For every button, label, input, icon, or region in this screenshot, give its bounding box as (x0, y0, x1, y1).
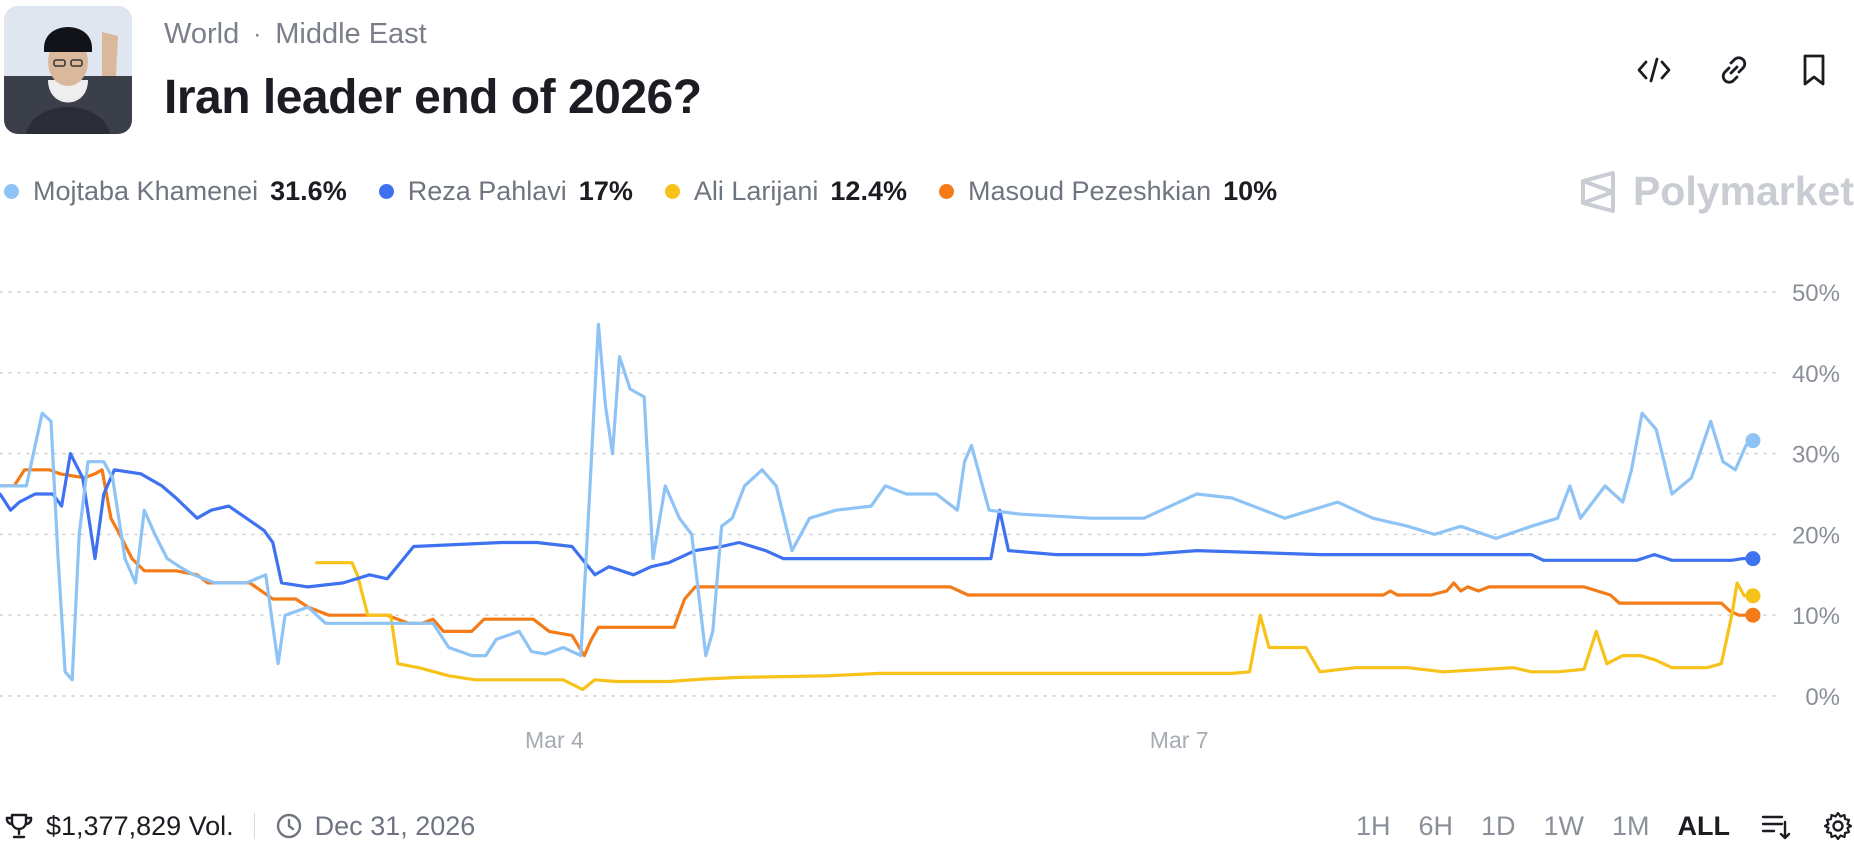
y-axis-labels: 0% 10% 20% 30% 40% 50% (1792, 280, 1840, 711)
legend-value: 31.6% (270, 176, 347, 206)
clock-icon (276, 813, 301, 839)
link-icon (1721, 56, 1747, 84)
brand-name: Polymarket (1632, 168, 1854, 214)
chart-settings-button[interactable] (1822, 810, 1854, 842)
breadcrumb-separator: · (253, 20, 262, 48)
bookmark-button[interactable] (1792, 48, 1836, 92)
chart-endpoints (1745, 433, 1761, 623)
series-line-reza-pahlavi (0, 452, 1755, 589)
legend-item-reza-pahlavi[interactable]: Reza Pahlavi 17% (378, 176, 633, 207)
volume-text: $1,377,829 Vol. (46, 810, 234, 841)
series-endpoint-masoud-pezeshkian (1745, 607, 1761, 623)
legend-item-mojtaba-khamenei[interactable]: Mojtaba Khamenei 31.6% (4, 176, 347, 207)
polymarket-logo-icon (1580, 170, 1615, 213)
y-tick-label: 50% (1792, 280, 1840, 307)
price-chart[interactable]: 0% 10% 20% 30% 40% 50% Mar 4 Mar 7 (0, 240, 1854, 770)
y-tick-label: 0% (1805, 684, 1840, 711)
legend-item-masoud-pezeshkian[interactable]: Masoud Pezeshkian 10% (938, 176, 1278, 207)
timeframe-1h-button[interactable]: 1H (1355, 810, 1391, 841)
series-line-mojtaba-khamenei (0, 322, 1755, 682)
breadcrumb-world[interactable]: World (164, 18, 240, 50)
legend-dot (938, 184, 954, 199)
timeframe-selector: 1H 6H 1D 1W 1M ALL (1328, 806, 1854, 846)
timeframe-1m-button[interactable]: 1M (1612, 810, 1650, 841)
series-endpoint-mojtaba-khamenei (1745, 433, 1761, 449)
y-tick-label: 20% (1792, 522, 1840, 549)
chart-filter-button[interactable] (1760, 810, 1792, 842)
x-axis-labels: Mar 4 Mar 7 (525, 727, 1209, 753)
y-tick-label: 10% (1792, 603, 1840, 630)
series-endpoint-ali-larijani (1745, 588, 1761, 604)
legend-value: 12.4% (830, 176, 907, 206)
chart-legend: Mojtaba Khamenei 31.6% Reza Pahlavi 17% … (4, 176, 1309, 207)
series-line-ali-larijani (315, 561, 1755, 692)
breadcrumb: World · Middle East (164, 18, 427, 51)
y-tick-label: 30% (1792, 442, 1840, 469)
legend-dot (664, 184, 680, 199)
legend-name: Mojtaba Khamenei (33, 176, 259, 206)
embed-code-icon (1637, 57, 1671, 83)
breadcrumb-middle-east[interactable]: Middle East (275, 18, 427, 50)
end-date: Dec 31, 2026 (314, 810, 476, 841)
legend-value: 17% (578, 176, 633, 206)
copy-link-button[interactable] (1712, 48, 1756, 92)
gear-icon (1823, 811, 1853, 841)
legend-item-ali-larijani[interactable]: Ali Larijani 12.4% (664, 176, 907, 207)
timeframe-1w-button[interactable]: 1W (1543, 810, 1585, 841)
embed-code-button[interactable] (1632, 48, 1676, 92)
portrait-image (4, 6, 132, 134)
x-tick-label: Mar 7 (1150, 727, 1209, 753)
footer-divider (253, 813, 255, 839)
legend-name: Ali Larijani (693, 176, 819, 206)
legend-dot (4, 184, 19, 199)
y-tick-label: 40% (1792, 361, 1840, 388)
x-tick-label: Mar 4 (525, 727, 584, 753)
bookmark-icon (1803, 54, 1825, 86)
chart-grid (0, 291, 1781, 697)
timeframe-6h-button[interactable]: 6H (1418, 810, 1453, 841)
market-footer: $1,377,829 Vol. Dec 31, 2026 (4, 806, 475, 846)
legend-dot (378, 184, 394, 199)
trophy-icon (5, 813, 33, 839)
timeframe-1d-button[interactable]: 1D (1480, 810, 1516, 841)
legend-value: 10% (1223, 176, 1278, 206)
timeframe-all-button[interactable]: ALL (1677, 810, 1730, 841)
market-image (4, 6, 132, 134)
legend-name: Reza Pahlavi (407, 176, 567, 206)
chart-series (0, 322, 1755, 692)
polymarket-watermark: Polymarket (1577, 168, 1854, 215)
sort-lines-icon (1761, 815, 1791, 840)
series-endpoint-reza-pahlavi (1745, 551, 1761, 567)
legend-name: Masoud Pezeshkian (967, 176, 1212, 206)
page-title: Iran leader end of 2026? (164, 71, 702, 124)
